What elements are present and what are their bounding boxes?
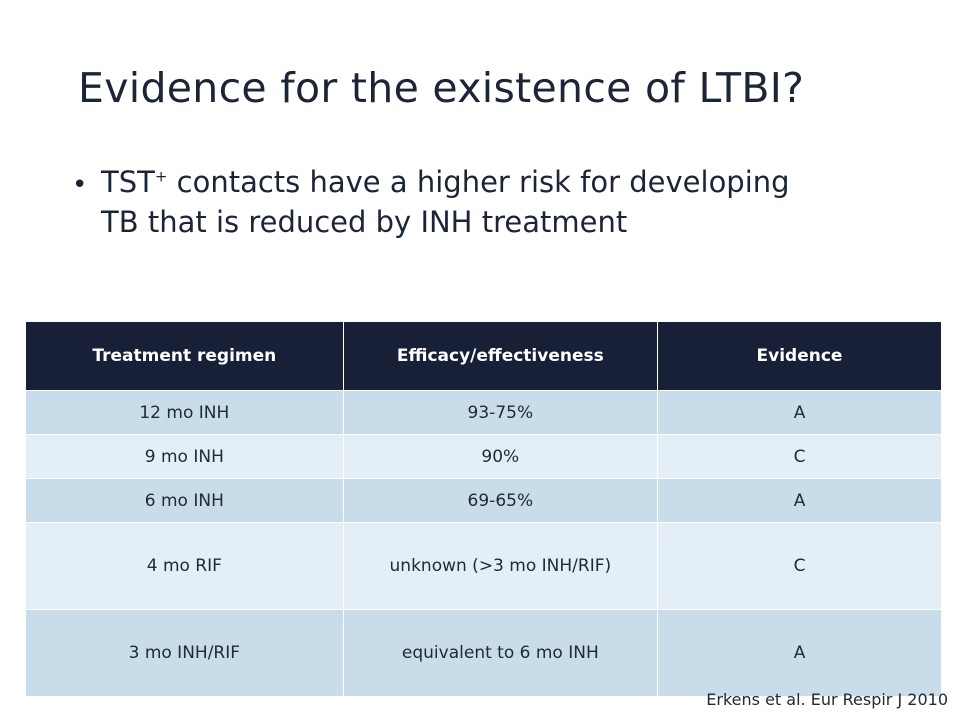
cell-efficacy: 93-75% — [343, 390, 659, 435]
bullet-prefix: TST — [101, 165, 155, 199]
table-header-row: Treatment regimen Efficacy/effectiveness… — [26, 322, 941, 391]
citation: Erkens et al. Eur Respir J 2010 — [706, 690, 948, 709]
cell-evidence: A — [657, 609, 941, 696]
slide-title: Evidence for the existence of LTBI? — [78, 64, 805, 112]
cell-efficacy: equivalent to 6 mo INH — [343, 609, 659, 696]
cell-evidence: A — [657, 390, 941, 435]
header-treatment-regimen: Treatment regimen — [26, 322, 344, 391]
cell-regimen: 4 mo RIF — [26, 522, 344, 610]
cell-regimen: 3 mo INH/RIF — [26, 609, 344, 696]
bullet-superscript: + — [154, 167, 168, 186]
cell-efficacy: unknown (>3 mo INH/RIF) — [343, 522, 659, 610]
table-row: 3 mo INH/RIF equivalent to 6 mo INH A — [26, 609, 941, 696]
cell-efficacy: 90% — [343, 434, 659, 479]
treatment-table: Treatment regimen Efficacy/effectiveness… — [26, 322, 941, 696]
cell-evidence: C — [657, 434, 941, 479]
bullet-body: contacts have a higher risk for developi… — [101, 165, 790, 239]
cell-evidence: A — [657, 478, 941, 523]
header-efficacy: Efficacy/effectiveness — [343, 322, 659, 391]
header-evidence: Evidence — [657, 322, 941, 391]
cell-evidence: C — [657, 522, 941, 610]
bullet-text: TST+ contacts have a higher risk for dev… — [101, 162, 801, 242]
cell-efficacy: 69-65% — [343, 478, 659, 523]
cell-regimen: 9 mo INH — [26, 434, 344, 479]
cell-regimen: 12 mo INH — [26, 390, 344, 435]
bullet-dot-icon: • — [72, 170, 88, 200]
table-row: 4 mo RIF unknown (>3 mo INH/RIF) C — [26, 522, 941, 610]
table-row: 9 mo INH 90% C — [26, 434, 941, 479]
cell-regimen: 6 mo INH — [26, 478, 344, 523]
table-row: 12 mo INH 93-75% A — [26, 390, 941, 435]
table-row: 6 mo INH 69-65% A — [26, 478, 941, 523]
